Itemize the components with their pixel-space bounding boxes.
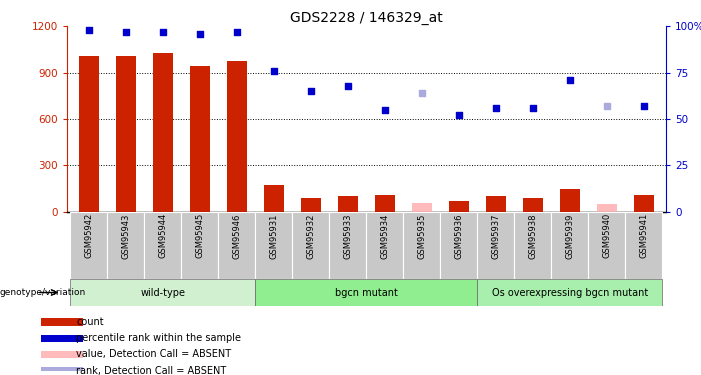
Bar: [477, 212, 515, 279]
Bar: [189, 66, 210, 212]
Bar: [301, 198, 321, 212]
Text: GSM95943: GSM95943: [121, 213, 130, 259]
Bar: [522, 198, 543, 212]
Bar: [449, 201, 469, 212]
Text: rank, Detection Call = ABSENT: rank, Detection Call = ABSENT: [76, 366, 226, 375]
Point: [379, 107, 390, 113]
Point: [490, 105, 501, 111]
Text: GSM95939: GSM95939: [565, 213, 574, 259]
Bar: [116, 56, 136, 212]
Bar: [597, 204, 617, 212]
Point: [268, 68, 280, 74]
Text: wild-type: wild-type: [140, 288, 185, 297]
Point: [194, 31, 205, 37]
Bar: [477, 279, 662, 306]
Bar: [411, 203, 432, 212]
Bar: [41, 351, 83, 358]
Text: GSM95934: GSM95934: [380, 213, 389, 259]
Text: GSM95940: GSM95940: [602, 213, 611, 258]
Point: [157, 29, 168, 35]
Bar: [486, 196, 506, 212]
Bar: [153, 53, 173, 212]
Point: [527, 105, 538, 111]
Bar: [634, 195, 654, 212]
Text: bgcn mutant: bgcn mutant: [335, 288, 397, 297]
Text: GSM95946: GSM95946: [232, 213, 241, 259]
Bar: [292, 212, 329, 279]
Bar: [79, 56, 99, 212]
Bar: [515, 212, 551, 279]
Text: GSM95936: GSM95936: [454, 213, 463, 259]
Bar: [625, 212, 662, 279]
Bar: [41, 334, 83, 342]
Bar: [255, 279, 477, 306]
Bar: [182, 212, 218, 279]
Text: GSM95938: GSM95938: [529, 213, 537, 259]
Bar: [41, 367, 83, 374]
Bar: [329, 212, 366, 279]
Point: [453, 112, 464, 118]
Bar: [41, 318, 83, 326]
Text: GSM95935: GSM95935: [417, 213, 426, 259]
Point: [305, 88, 316, 94]
Bar: [366, 212, 403, 279]
Bar: [440, 212, 477, 279]
Bar: [588, 212, 625, 279]
Text: Os overexpressing bgcn mutant: Os overexpressing bgcn mutant: [491, 288, 648, 297]
Text: value, Detection Call = ABSENT: value, Detection Call = ABSENT: [76, 350, 231, 360]
Point: [601, 103, 613, 109]
Point: [231, 29, 243, 35]
Text: genotype/variation: genotype/variation: [0, 288, 86, 297]
Text: percentile rank within the sample: percentile rank within the sample: [76, 333, 241, 343]
Bar: [144, 212, 182, 279]
Point: [638, 103, 649, 109]
Point: [342, 82, 353, 88]
Point: [120, 29, 131, 35]
Text: GSM95942: GSM95942: [84, 213, 93, 258]
Text: GSM95933: GSM95933: [343, 213, 353, 259]
Text: GSM95931: GSM95931: [269, 213, 278, 259]
Bar: [218, 212, 255, 279]
Bar: [403, 212, 440, 279]
Point: [416, 90, 428, 96]
Text: count: count: [76, 317, 104, 327]
Bar: [338, 196, 358, 212]
Bar: [70, 279, 255, 306]
Point: [564, 77, 576, 83]
Bar: [551, 212, 588, 279]
Bar: [226, 61, 247, 212]
Bar: [559, 189, 580, 212]
Point: [83, 27, 95, 33]
Bar: [255, 212, 292, 279]
Text: GSM95941: GSM95941: [639, 213, 648, 258]
Bar: [70, 212, 107, 279]
Text: GSM95937: GSM95937: [491, 213, 501, 259]
Bar: [107, 212, 144, 279]
Text: GSM95932: GSM95932: [306, 213, 315, 259]
Text: GSM95945: GSM95945: [196, 213, 204, 258]
Title: GDS2228 / 146329_at: GDS2228 / 146329_at: [290, 11, 442, 25]
Bar: [264, 185, 284, 212]
Text: GSM95944: GSM95944: [158, 213, 168, 258]
Bar: [374, 195, 395, 212]
